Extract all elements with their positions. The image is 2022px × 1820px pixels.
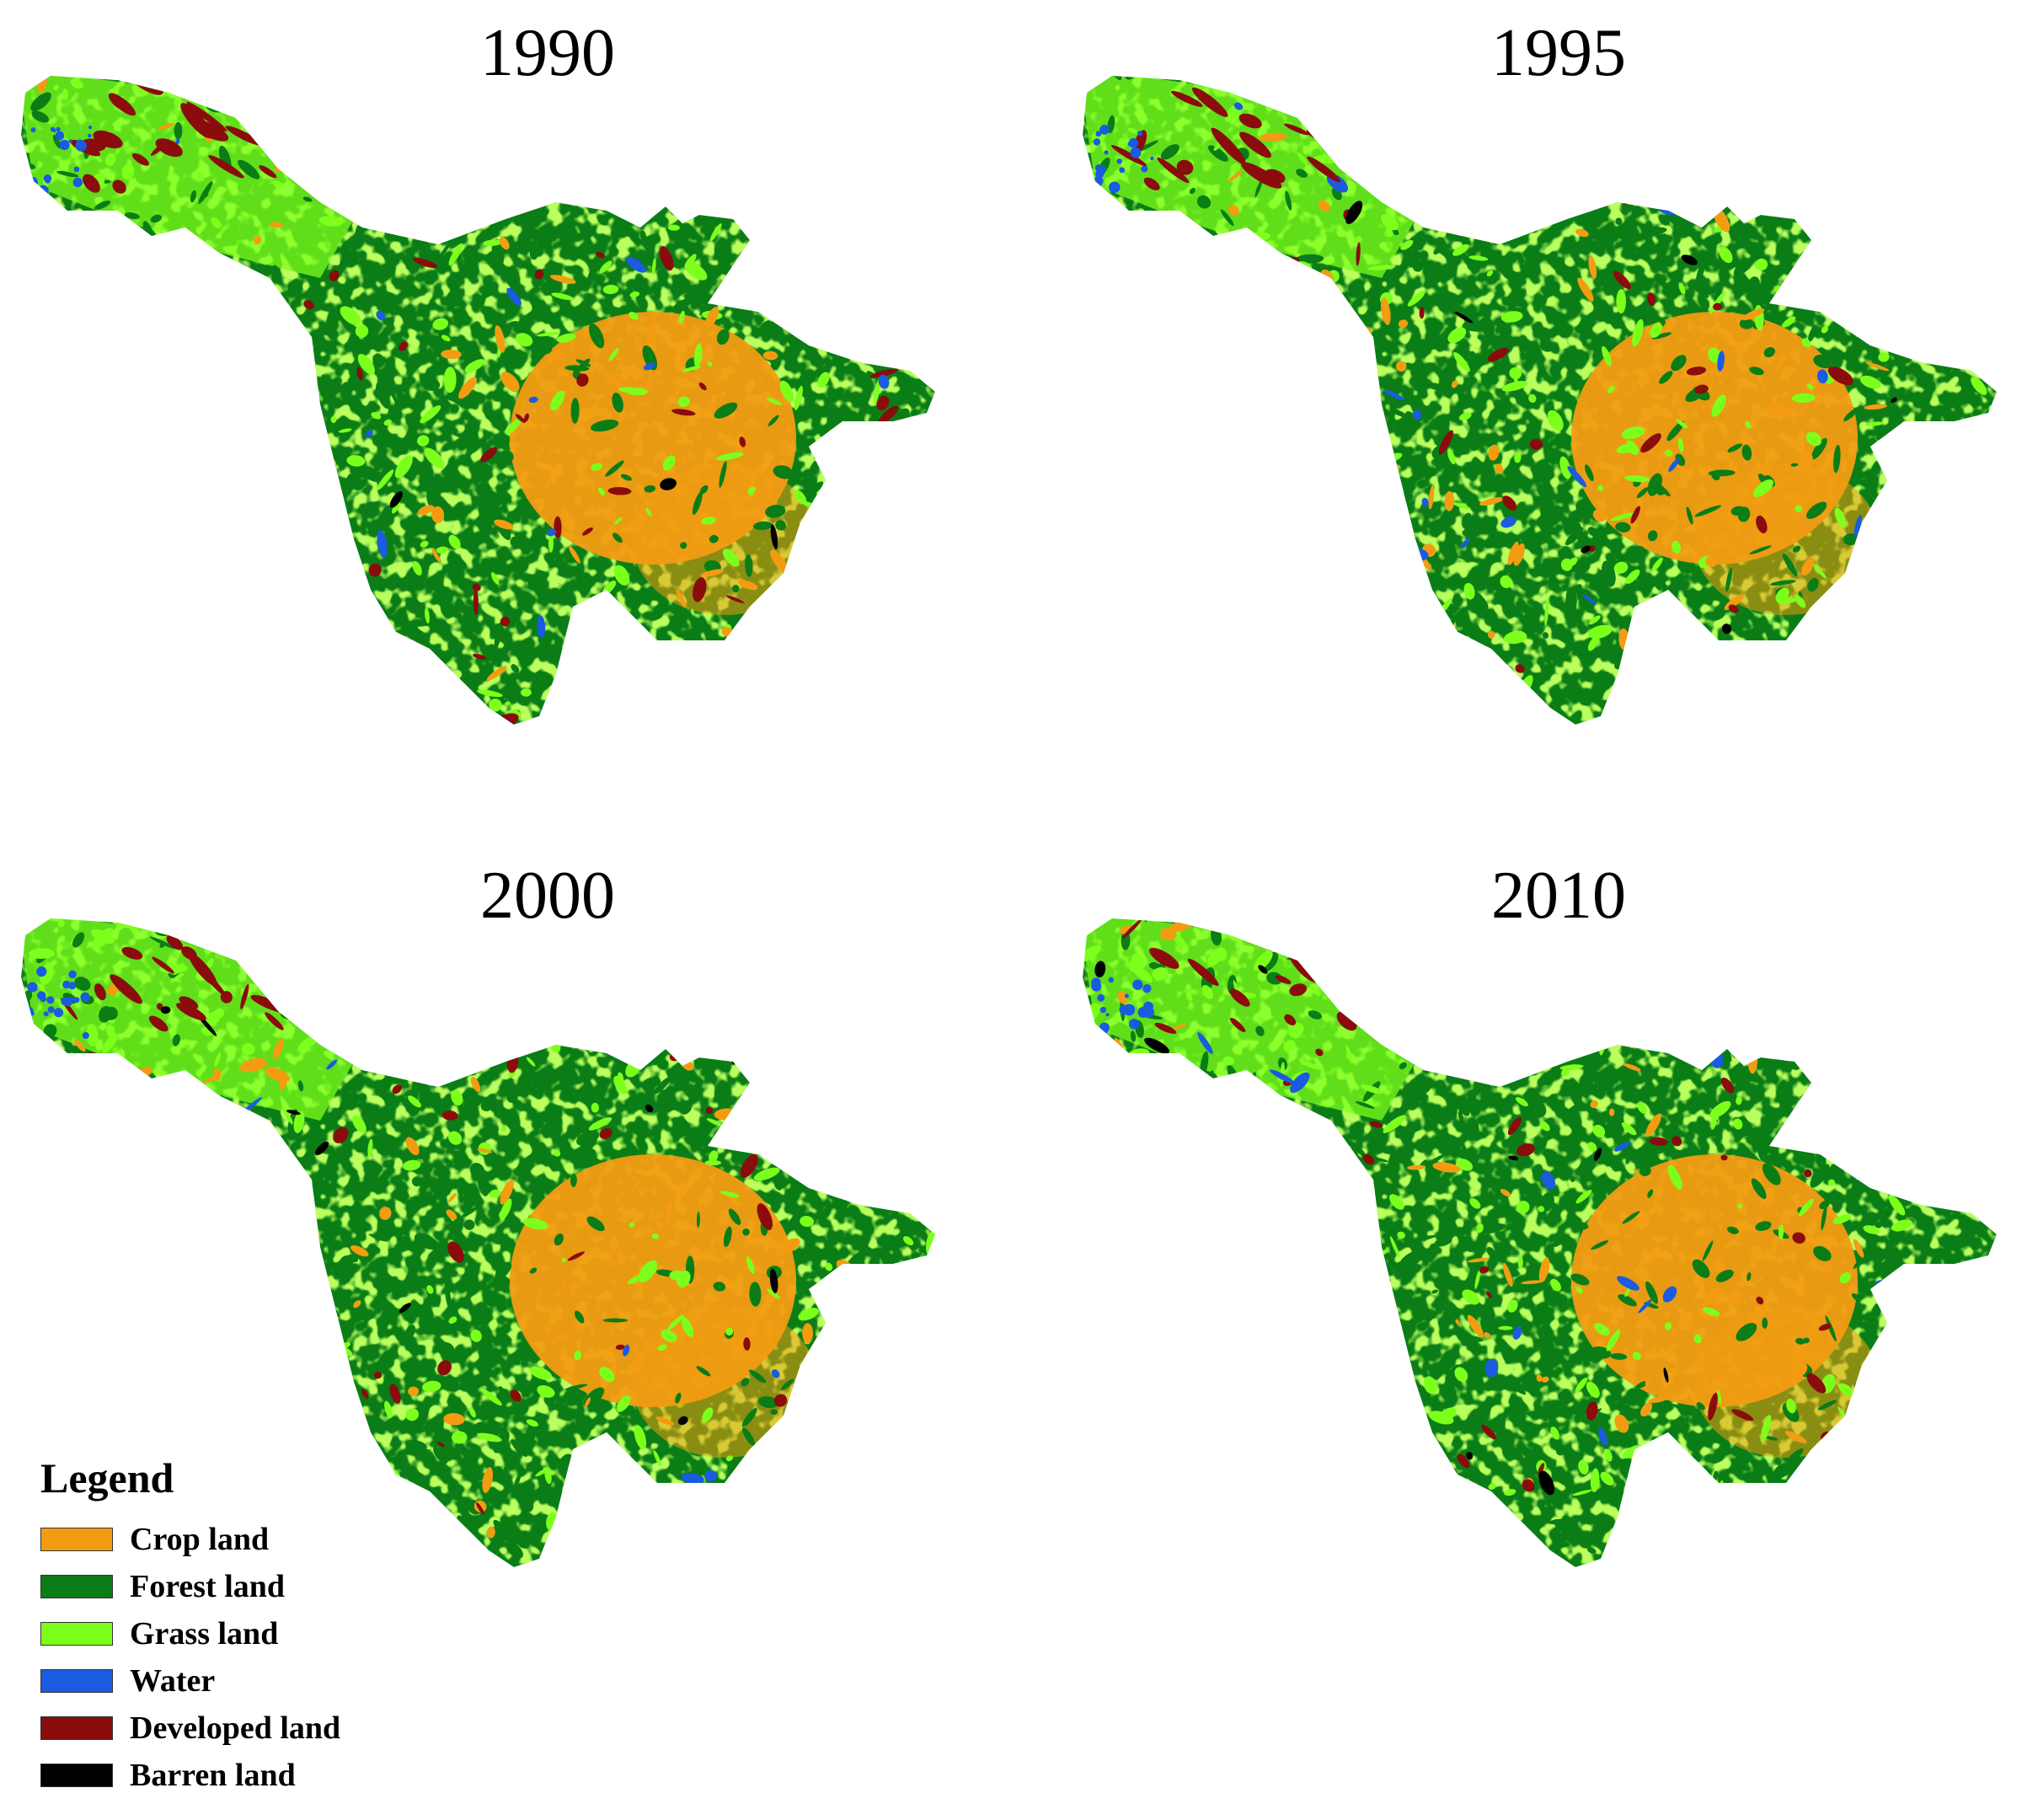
map-panel-2000: 2000 [0, 843, 1011, 1668]
legend-item: Developed land [40, 1705, 428, 1752]
panel-year-title: 1990 [480, 16, 615, 90]
map-panel-2010: 2010 [1062, 843, 2022, 1668]
panel-year-title: 2000 [480, 859, 615, 933]
legend-swatch [40, 1764, 113, 1787]
land-use-map [21, 918, 935, 1567]
legend-swatch [40, 1669, 113, 1693]
panel-year-title: 2010 [1491, 859, 1626, 933]
panel-year-title: 1995 [1491, 16, 1626, 90]
map-legend: Legend Crop land Forest land Grass land Wat… [40, 1453, 428, 1799]
map-panel-1990: 1990 [0, 0, 1011, 826]
legend-item: Forest land [40, 1563, 428, 1610]
legend-swatch [40, 1622, 113, 1646]
map-panel-1995: 1995 [1062, 0, 2022, 826]
legend-label: Water [130, 1663, 216, 1699]
legend-label: Developed land [130, 1710, 341, 1746]
land-use-map [1083, 918, 1997, 1567]
legend-item: Crop land [40, 1516, 428, 1563]
legend-label: Crop land [130, 1522, 270, 1557]
legend-label: Barren land [130, 1758, 296, 1793]
legend-swatch [40, 1528, 113, 1551]
legend-swatch [40, 1716, 113, 1740]
land-use-map [21, 76, 935, 725]
land-use-map [1083, 76, 1997, 725]
legend-item: Barren land [40, 1752, 428, 1799]
legend-label: Grass land [130, 1616, 279, 1651]
legend-item: Water [40, 1657, 428, 1705]
legend-swatch [40, 1575, 113, 1598]
legend-items: Crop land Forest land Grass land Water Devel… [40, 1516, 428, 1799]
legend-label: Forest land [130, 1569, 286, 1604]
legend-title: Legend [40, 1454, 174, 1502]
legend-item: Grass land [40, 1610, 428, 1657]
